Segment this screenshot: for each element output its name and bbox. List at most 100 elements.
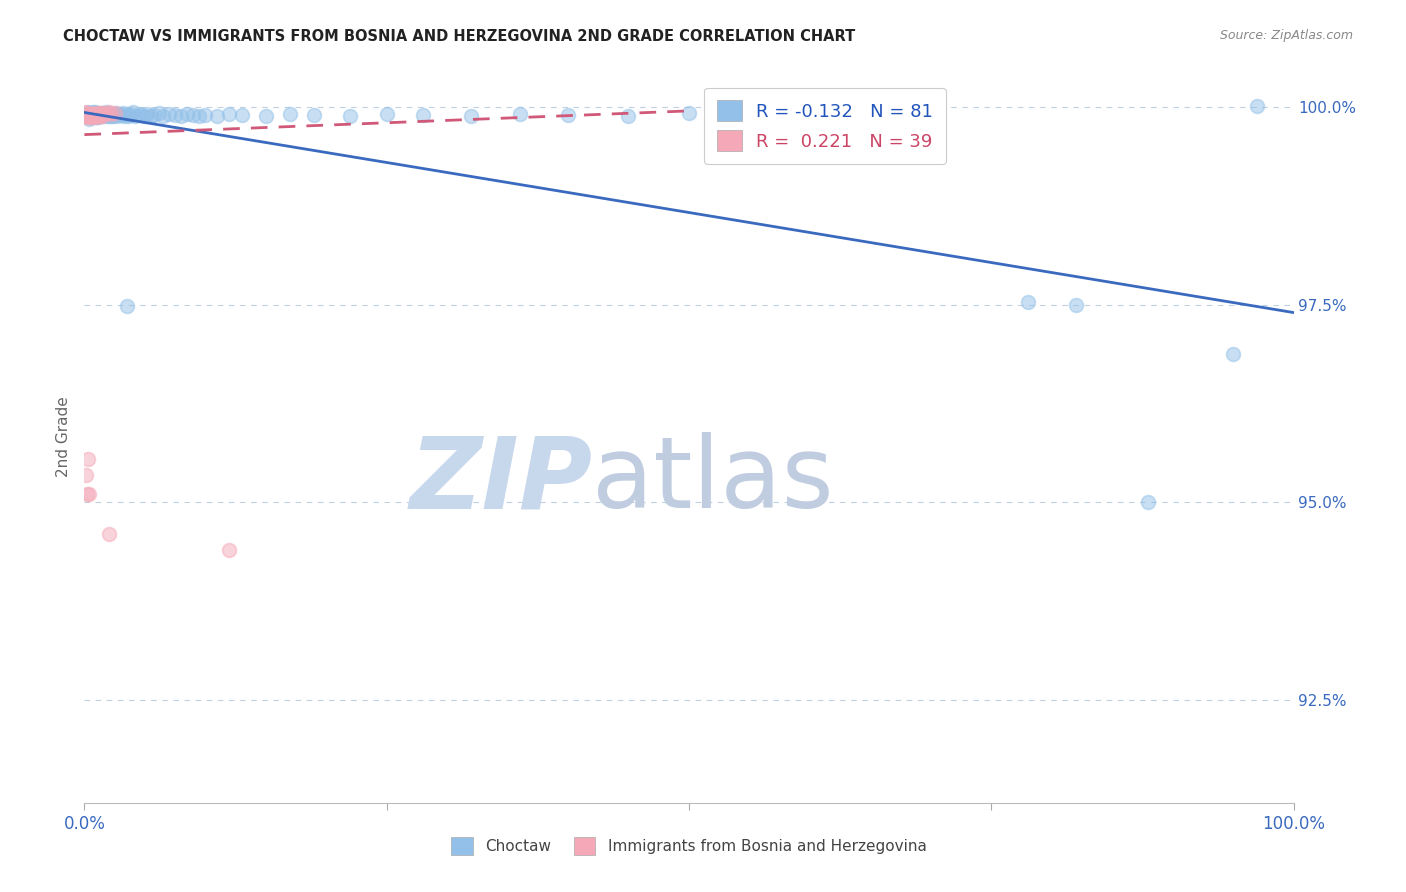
Point [207,109,229,123]
Point [83,110,105,124]
Point [91,110,114,124]
Point [188,110,211,124]
Point [86,110,108,124]
Point [98,108,121,122]
Point [89,109,111,123]
Point [77,110,100,124]
Point [194,108,217,122]
Point [77,107,100,121]
Point [90,107,112,121]
Point [136,107,159,121]
Point [509,107,531,121]
Point [302,108,325,122]
Point [86,110,108,124]
Point [278,107,301,121]
Point [80,108,103,122]
Point [87,110,110,124]
Point [89,106,111,120]
Point [139,110,162,124]
Point [86,110,108,124]
Point [86,107,108,121]
Text: Source: ZipAtlas.com: Source: ZipAtlas.com [1219,29,1353,42]
Point [157,107,180,121]
Point [460,109,482,123]
Point [77,110,100,124]
Point [77,487,100,501]
Text: CHOCTAW VS IMMIGRANTS FROM BOSNIA AND HERZEGOVINA 2ND GRADE CORRELATION CHART: CHOCTAW VS IMMIGRANTS FROM BOSNIA AND HE… [63,29,855,44]
Point [75,110,97,124]
Point [84,106,107,120]
Point [82,110,104,124]
Point [231,108,253,122]
Point [84,105,107,120]
Point [105,109,128,123]
Point [76,108,98,122]
Point [218,107,240,121]
Point [134,109,156,123]
Point [1064,298,1087,312]
Point [91,106,114,120]
Point [83,107,105,121]
Point [100,109,122,123]
Point [1137,495,1160,509]
Point [73,105,96,120]
Point [77,109,100,123]
Point [104,106,127,120]
Point [82,108,104,122]
Point [94,107,117,121]
Point [218,542,240,557]
Point [412,108,434,122]
Point [84,110,107,124]
Text: ZIP: ZIP [409,433,592,530]
Point [165,108,187,122]
Point [170,109,193,123]
Text: atlas: atlas [592,433,834,530]
Point [101,107,124,121]
Point [112,106,135,120]
Point [121,105,143,120]
Point [86,107,108,121]
Point [79,108,101,122]
Point [617,109,640,123]
Point [1222,346,1244,360]
Point [104,108,127,122]
Point [87,110,110,124]
Point [94,110,117,124]
Point [738,108,761,122]
Point [112,109,135,123]
Point [83,110,105,124]
Point [76,487,98,501]
Point [79,110,101,124]
Point [93,107,115,121]
Point [91,110,114,124]
Point [83,107,105,121]
Point [79,110,101,124]
Point [89,108,111,122]
Point [84,109,107,123]
Point [115,299,138,313]
Point [148,106,170,120]
Point [124,109,146,123]
Point [97,109,120,123]
Point [94,105,117,120]
Point [76,107,98,121]
Point [97,106,120,120]
Point [75,108,97,122]
Point [143,108,166,122]
Point [117,110,139,124]
Point [120,108,142,122]
Legend: Choctaw, Immigrants from Bosnia and Herzegovina: Choctaw, Immigrants from Bosnia and Herz… [446,831,932,861]
Point [181,108,204,122]
Point [1246,99,1268,113]
Point [100,107,122,121]
Point [80,107,103,121]
Point [339,109,361,123]
Point [103,110,125,124]
Point [152,109,174,123]
Point [77,112,100,126]
Point [115,107,138,121]
Point [129,108,152,122]
Point [1017,295,1039,310]
Point [97,527,120,541]
Point [79,106,101,120]
